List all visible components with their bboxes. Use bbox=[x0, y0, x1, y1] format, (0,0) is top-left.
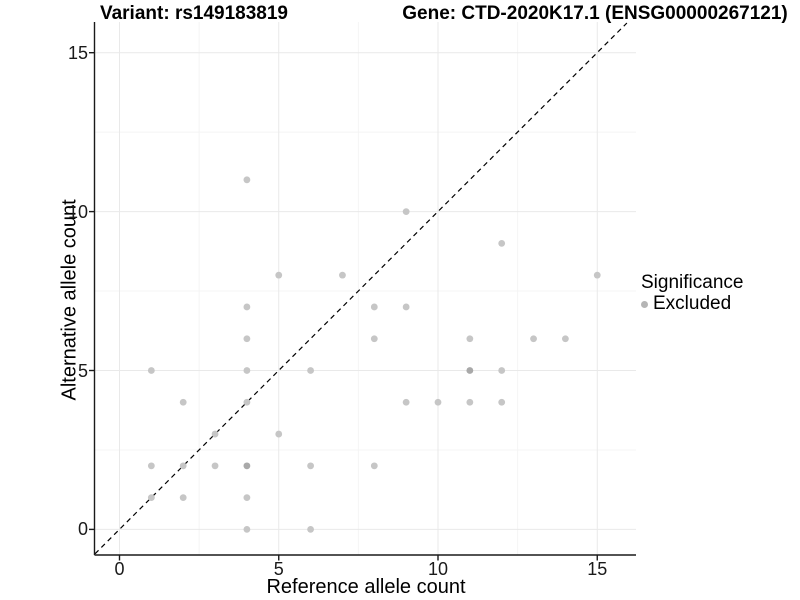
data-point bbox=[370, 303, 378, 311]
data-point bbox=[593, 271, 601, 279]
x-tick-label: 15 bbox=[587, 559, 608, 579]
plot-title-variant: Variant: rs149183819 bbox=[99, 3, 289, 24]
data-point bbox=[211, 430, 219, 438]
data-point bbox=[402, 303, 410, 311]
identity-line bbox=[94, 22, 628, 555]
data-point bbox=[370, 462, 378, 470]
data-point bbox=[147, 462, 155, 470]
y-tick-label: 15 bbox=[67, 42, 88, 63]
data-point bbox=[498, 239, 506, 247]
data-point bbox=[211, 462, 219, 470]
x-tick-label: 5 bbox=[273, 559, 284, 579]
data-point bbox=[275, 430, 283, 438]
data-point bbox=[179, 462, 187, 470]
data-point bbox=[243, 494, 251, 502]
legend-item-label: Excluded bbox=[653, 293, 732, 314]
data-point bbox=[307, 462, 314, 470]
data-point bbox=[307, 367, 314, 374]
y-tick-label: 10 bbox=[67, 201, 88, 222]
data-point bbox=[466, 335, 474, 343]
data-point bbox=[307, 526, 314, 533]
data-point bbox=[243, 335, 251, 343]
legend-item-excluded: Excluded bbox=[641, 294, 743, 314]
data-point bbox=[179, 398, 187, 406]
data-point bbox=[275, 271, 283, 279]
data-point bbox=[402, 398, 410, 406]
data-point bbox=[147, 494, 155, 502]
x-tick-label: 10 bbox=[427, 559, 449, 579]
data-point bbox=[243, 367, 251, 374]
data-point bbox=[402, 208, 410, 216]
data-point bbox=[434, 398, 442, 406]
y-tick-label: 5 bbox=[77, 360, 88, 381]
data-point bbox=[466, 398, 474, 406]
data-point bbox=[498, 398, 506, 406]
data-point bbox=[243, 462, 251, 470]
data-point bbox=[339, 271, 346, 279]
data-point bbox=[562, 335, 569, 343]
data-point bbox=[147, 367, 155, 374]
legend-point-icon bbox=[641, 300, 648, 308]
legend-title: Significance bbox=[641, 272, 744, 293]
data-point bbox=[370, 335, 378, 343]
x-axis-title: Reference allele count bbox=[266, 576, 466, 598]
x-tick-label: 0 bbox=[114, 559, 125, 579]
data-point bbox=[530, 335, 537, 343]
legend: Significance Excluded bbox=[641, 272, 743, 314]
data-point bbox=[466, 367, 474, 374]
data-point bbox=[243, 526, 251, 533]
data-point bbox=[243, 303, 251, 311]
data-point bbox=[243, 176, 251, 184]
data-point bbox=[498, 367, 506, 374]
y-tick-label: 0 bbox=[77, 519, 88, 540]
data-point bbox=[179, 494, 187, 502]
plot-title-gene: Gene: CTD-2020K17.1 (ENSG00000267121) bbox=[402, 3, 788, 24]
data-point bbox=[243, 398, 251, 406]
